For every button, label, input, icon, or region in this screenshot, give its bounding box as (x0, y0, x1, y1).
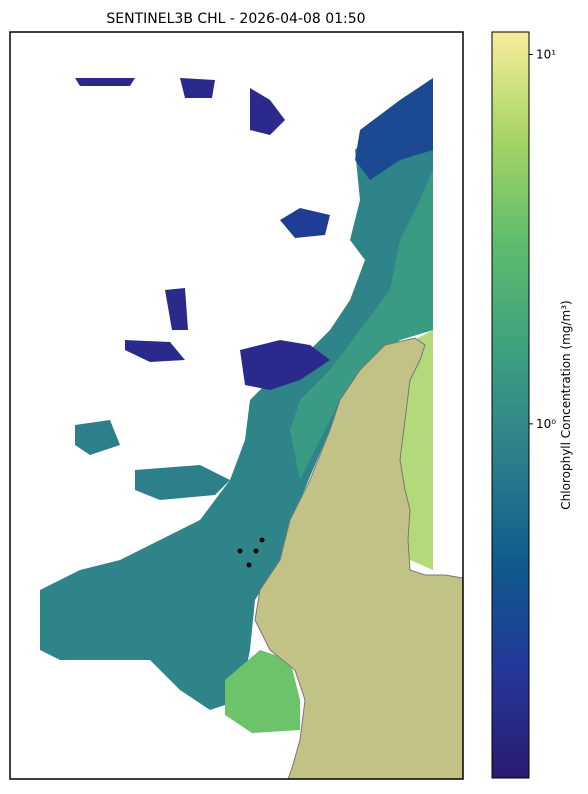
map-frame (9, 31, 464, 780)
colorbar-tick-label: 10¹ (536, 47, 556, 61)
station (246, 562, 252, 568)
chl-patch (355, 78, 433, 180)
chl-patch (250, 88, 285, 135)
chl-patch (290, 170, 433, 480)
chl-patch (165, 288, 188, 330)
chl-patch (135, 465, 230, 500)
station (253, 548, 259, 554)
chl-patch (280, 208, 330, 238)
chl-patch (180, 78, 215, 98)
chl-patch (240, 340, 330, 390)
map-area (10, 32, 463, 779)
colorbar-tick-label: 10⁰ (536, 417, 556, 431)
land (254, 337, 463, 779)
station (237, 548, 243, 554)
chl-patch (125, 340, 185, 362)
map-title: SENTINEL3B CHL - 2026-04-08 01:50 (106, 11, 365, 27)
chl-patch (75, 420, 120, 455)
colorbar (491, 31, 530, 779)
chl-patch (225, 650, 300, 733)
colorbar-label: Chlorophyll Concentration (mg/m³) (559, 300, 573, 509)
chl-patch (40, 78, 433, 710)
chl-patch (75, 78, 135, 86)
station (259, 537, 265, 543)
